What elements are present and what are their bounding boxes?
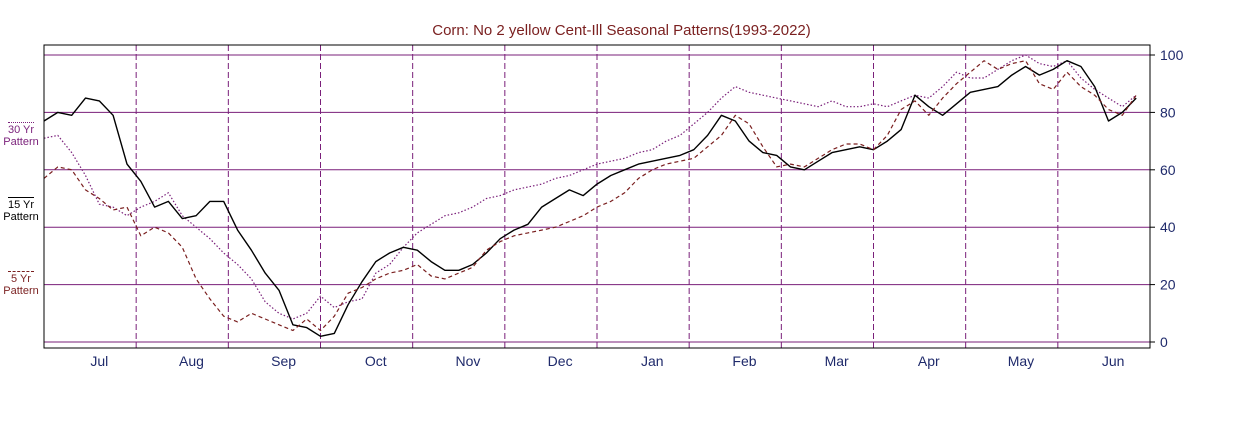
legend-15yr-line2: Pattern — [3, 211, 39, 223]
series-layer — [43, 54, 1137, 337]
series-line-30yr — [43, 54, 1137, 320]
x-tick-label: Oct — [365, 353, 387, 369]
legend-30yr-line1: 30 Yr — [7, 124, 35, 136]
series-line-5yr — [43, 60, 1137, 332]
legend-5yr-swatch — [8, 271, 34, 272]
grid-layer — [44, 45, 1150, 348]
plot-frame — [43, 44, 1151, 349]
legend-15yr: 15 Yr Pattern — [0, 197, 42, 223]
x-tick-label: Mar — [825, 353, 849, 369]
legend-30yr-swatch — [8, 122, 34, 123]
x-tick-label: Aug — [179, 353, 204, 369]
x-tick-label: Sep — [271, 353, 296, 369]
x-tick-label: Dec — [548, 353, 573, 369]
y-tick-label: 40 — [1160, 219, 1176, 235]
legend-30yr: 30 Yr Pattern — [0, 122, 42, 148]
x-tick-label: Apr — [918, 353, 940, 369]
y-tick-label: 60 — [1160, 162, 1176, 178]
x-tick-label: May — [1008, 353, 1034, 369]
y-tick-label: 20 — [1160, 277, 1176, 293]
x-tick-label: Feb — [732, 353, 756, 369]
series-line-15yr — [43, 60, 1137, 337]
legend-15yr-line1: 15 Yr — [7, 199, 35, 211]
x-tick-label: Jun — [1102, 353, 1125, 369]
legend-5yr-line2: Pattern — [3, 285, 39, 297]
legend-30yr-line2: Pattern — [3, 136, 39, 148]
x-tick-label: Jul — [90, 353, 108, 369]
axis-layer: 0 20 40 60 80 100 Jul Aug Sep Oct Nov Dec Jan Feb Mar A… — [90, 47, 1183, 369]
legend-15yr-swatch — [8, 197, 34, 198]
y-tick-label: 100 — [1160, 47, 1184, 63]
legend-5yr-line1: 5 Yr — [11, 273, 31, 285]
legend-5yr: 5 Yr Pattern — [0, 271, 42, 297]
x-tick-label: Nov — [456, 353, 481, 369]
chart-title: Corn: No 2 yellow Cent-Ill Seasonal Patt… — [432, 22, 811, 39]
y-tick-label: 0 — [1160, 334, 1168, 350]
y-tick-label: 80 — [1160, 104, 1176, 120]
x-tick-label: Jan — [641, 353, 664, 369]
